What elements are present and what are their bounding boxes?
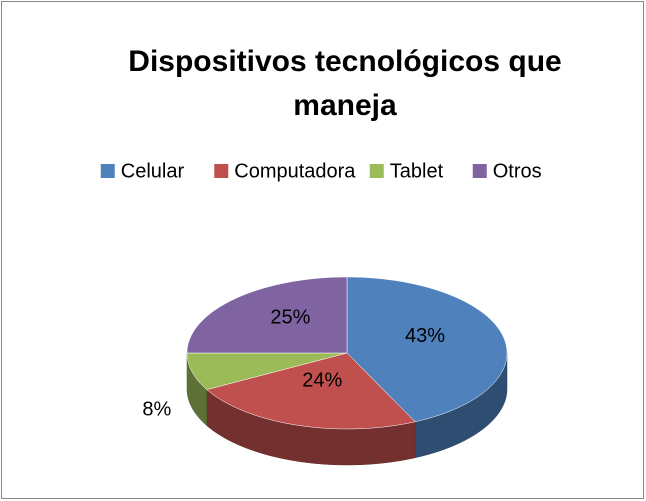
legend-label: Computadora xyxy=(234,160,356,182)
slice xyxy=(186,276,348,354)
legend-swatch xyxy=(369,164,384,178)
data-label: 8% xyxy=(142,399,171,421)
slice xyxy=(206,352,416,430)
data-label: 43% xyxy=(405,325,445,347)
legend-swatch xyxy=(100,164,115,178)
data-label: 24% xyxy=(302,369,342,391)
legend-swatch xyxy=(214,164,229,178)
legend-label: Otros xyxy=(493,160,542,182)
data-label: 25% xyxy=(270,306,310,328)
slice xyxy=(346,276,508,423)
legend-label: Tablet xyxy=(390,160,444,182)
slice xyxy=(186,352,348,390)
legend-swatch xyxy=(472,164,487,178)
legend-label: Celular xyxy=(121,160,185,182)
chart-title: Dispositivos tecnológicos que maneja xyxy=(128,45,562,122)
